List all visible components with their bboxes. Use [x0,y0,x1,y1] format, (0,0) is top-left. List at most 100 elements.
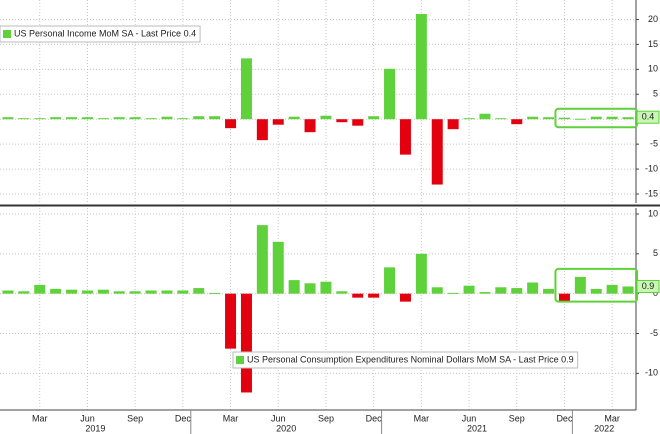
y-tick-label: 0 [653,288,658,298]
legend: US Personal Consumption Expenditures Nom… [232,351,579,369]
bar [256,225,268,294]
bar [272,119,284,125]
bar [209,116,221,120]
bar [209,292,221,294]
bar [256,119,268,141]
bar [606,116,618,120]
x-tick-label: Mar [223,413,239,423]
bar [66,117,78,120]
bar [193,288,205,294]
y-tick-label: 5 [653,248,658,258]
x-year-label: 2020 [276,423,296,433]
y-tick-label: -5 [650,139,658,149]
bar [447,292,459,294]
bar [288,116,300,120]
y-tick-label: -10 [645,163,658,173]
bar [622,286,634,294]
y-tick-label: -10 [645,368,658,378]
bar [479,292,491,294]
bar [543,288,555,294]
bar [463,118,475,120]
bar [113,291,125,294]
bar [558,117,570,120]
bar [590,288,602,294]
y-tick-label: 15 [648,39,658,49]
bar [2,290,14,294]
bar [240,293,252,393]
bar [272,241,284,294]
x-tick-label: Mar [604,413,620,423]
bar [320,281,332,294]
y-tick-label: -15 [645,188,658,198]
bar [18,291,30,294]
bar [352,119,364,126]
bar [574,118,586,120]
bar [511,288,523,294]
bar [368,116,380,120]
bar [50,288,62,294]
y-tick-label: -5 [650,328,658,338]
x-year-label: 2021 [467,423,487,433]
bar [622,117,634,120]
x-year-label: 2019 [85,423,105,433]
bar [368,293,380,298]
bar [415,13,427,120]
bar [511,119,523,125]
legend-swatch [236,356,244,364]
bar [447,119,459,130]
bar [558,293,570,302]
bar [352,293,364,298]
x-tick-label: Dec [366,413,383,423]
bar [34,118,46,120]
bar [161,290,173,294]
last-price-label: 0.9 [642,281,655,291]
bar [495,287,507,294]
bar [384,267,396,294]
bar [177,118,189,120]
bar [2,117,14,120]
x-tick-label: Dec [556,413,573,423]
x-tick-label: Jun [271,413,286,423]
bar [336,119,348,123]
y-tick-label: 10 [648,208,658,218]
bar [479,113,491,120]
bar [18,118,30,120]
bar [81,117,93,120]
bar [320,115,332,120]
bar [527,116,539,120]
x-tick-label: Sep [318,413,334,423]
bar [193,116,205,120]
bar [240,58,252,120]
bar [495,118,507,120]
bar [66,289,78,294]
bar [288,280,300,294]
bar [97,289,109,294]
bar [399,119,411,155]
last-price-label: 0.4 [642,112,655,122]
bar [81,290,93,294]
bar [145,290,157,294]
bar [431,287,443,294]
legend-label: US Personal Income MoM SA - Last Price 0… [14,28,196,38]
bar [225,119,237,129]
x-tick-label: Sep [127,413,143,423]
bar [129,291,141,294]
bar [145,118,157,120]
bar [606,284,618,294]
x-year-label: 2022 [594,423,614,433]
x-tick-label: Dec [175,413,192,423]
bar [225,293,237,349]
legend-box [232,351,579,369]
x-tick-label: Sep [509,413,525,423]
bar [590,116,602,120]
y-tick-label: 20 [648,14,658,24]
bar [431,119,443,185]
y-tick-label: 10 [648,64,658,74]
bar [543,117,555,120]
bar [177,290,189,294]
last-price-tag [636,110,660,124]
bar [161,116,173,120]
legend: US Personal Income MoM SA - Last Price 0… [0,25,201,43]
x-tick-label: Mar [414,413,430,423]
